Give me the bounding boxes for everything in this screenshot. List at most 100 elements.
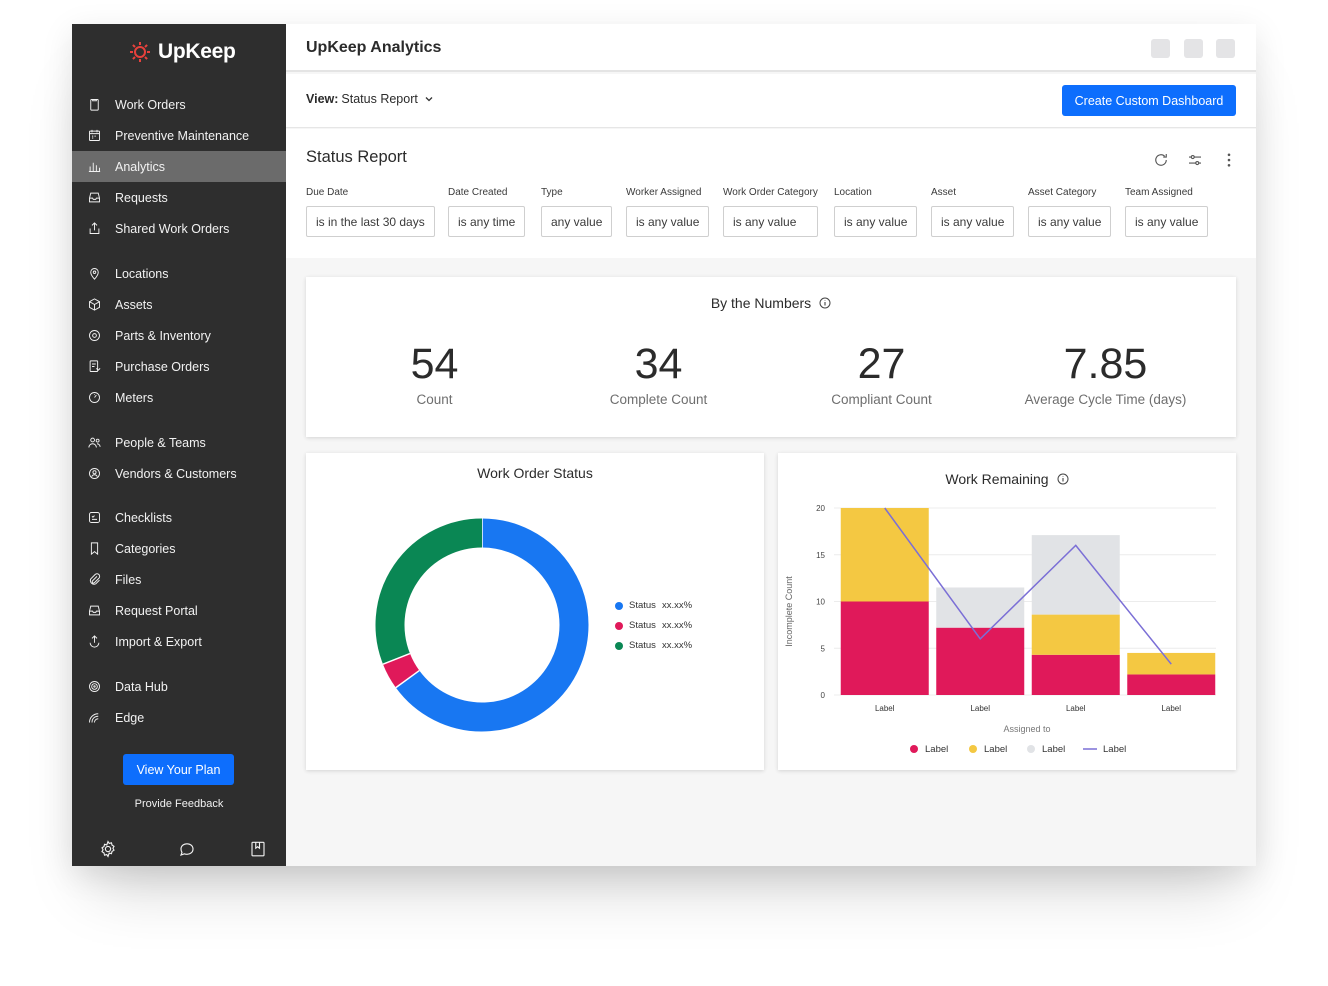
donut-legend-item: Status xx.xx% — [615, 620, 692, 631]
filter-value-dropdown[interactable]: is any time — [448, 206, 526, 237]
bar-segment[interactable] — [840, 601, 929, 696]
sidebar-item-parts-inventory[interactable]: Parts & Inventory — [72, 320, 286, 351]
sidebar-item-categories[interactable]: Categories — [72, 533, 286, 564]
legend-label: Label — [925, 744, 948, 755]
trend-line[interactable] — [884, 507, 1172, 665]
filter-label: Worker Assigned — [626, 187, 702, 198]
filter-value-dropdown[interactable]: is in the last 30 days — [306, 206, 435, 237]
chat-icon[interactable] — [178, 840, 196, 858]
sidebar-item-requests[interactable]: Requests — [72, 182, 286, 213]
provide-feedback-link[interactable]: Provide Feedback — [134, 798, 224, 810]
filter-value-dropdown[interactable]: is any value — [626, 206, 710, 237]
sidebar-item-files[interactable]: Files — [72, 564, 286, 595]
filter-value-dropdown[interactable]: is any value — [834, 206, 918, 237]
view-plan-button[interactable]: View Your Plan — [123, 754, 234, 785]
x-tick-label: Label — [875, 704, 895, 713]
report-filters: Status Report Due Date is in the last 30 … — [286, 129, 1256, 258]
work-order-status-card: Work Order Status Status xx.xx% Status x… — [306, 453, 764, 770]
sidebar-item-data-hub[interactable]: Data Hub — [72, 671, 286, 702]
refresh-icon[interactable] — [1152, 151, 1170, 169]
donut-slice[interactable] — [382, 653, 420, 688]
data-hub-icon — [86, 679, 102, 695]
book-icon[interactable] — [249, 840, 267, 858]
share-icon — [86, 221, 102, 237]
sidebar-item-label: Locations — [115, 266, 169, 281]
numbers-title: By the Numbers — [710, 295, 812, 311]
bar-segment[interactable] — [1031, 654, 1120, 695]
gear-logo-icon — [130, 42, 150, 62]
app-window: UpKeep Work Orders Preventive Maintenance… — [72, 24, 1256, 866]
filter-value-dropdown[interactable]: is any value — [931, 206, 1015, 237]
info-icon[interactable] — [1057, 473, 1069, 485]
sidebar-item-vendors-customers[interactable]: Vendors & Customers — [72, 458, 286, 489]
stat-value: 7.85 — [1063, 340, 1148, 388]
sidebar-item-preventive-maintenance[interactable]: Preventive Maintenance — [72, 120, 286, 151]
sidebar: UpKeep Work Orders Preventive Maintenance… — [72, 24, 286, 866]
window-control-2[interactable] — [1184, 39, 1203, 58]
donut-legend-item: Status xx.xx% — [615, 640, 692, 651]
work-remaining-card: Work Remaining 0 5 10 15 20 Label Label Label La… — [778, 453, 1236, 770]
legend-swatch — [1027, 745, 1035, 753]
portal-icon — [86, 603, 102, 619]
stat-label: Complete Count — [609, 392, 708, 407]
sidebar-item-analytics[interactable]: Analytics — [72, 151, 286, 182]
sidebar-item-assets[interactable]: Assets — [72, 289, 286, 320]
calendar-icon — [86, 128, 102, 144]
sidebar-item-locations[interactable]: Locations — [72, 258, 286, 289]
sidebar-item-request-portal[interactable]: Request Portal — [72, 595, 286, 626]
checklist-icon — [86, 510, 102, 526]
sidebar-item-meters[interactable]: Meters — [72, 382, 286, 413]
sidebar-item-shared-work-orders[interactable]: Shared Work Orders — [72, 213, 286, 244]
import-export-icon — [86, 634, 102, 650]
donut-slice[interactable] — [395, 518, 589, 732]
legend-value: xx.xx% — [661, 600, 693, 611]
info-icon[interactable] — [819, 297, 831, 309]
bar-segment[interactable] — [1031, 614, 1120, 655]
bar-segment[interactable] — [936, 587, 1025, 628]
window-control-1[interactable] — [1151, 39, 1170, 58]
sidebar-item-import-export[interactable]: Import & Export — [72, 626, 286, 657]
sidebar-item-label: Categories — [115, 541, 176, 556]
legend-label: Label — [1103, 744, 1126, 755]
stat-complete-count: 34 Complete Count — [547, 343, 770, 408]
sidebar-item-work-orders[interactable]: Work Orders — [72, 89, 286, 120]
legend-value: xx.xx% — [661, 620, 693, 631]
y-tick-label: 5 — [821, 644, 826, 653]
filter-label: Work Order Category — [723, 187, 818, 198]
top-bar: UpKeep Analytics — [286, 24, 1256, 72]
upkeep-logo[interactable]: UpKeep — [128, 36, 236, 68]
window-control-3[interactable] — [1216, 39, 1235, 58]
filter-value-dropdown[interactable]: is any value — [1125, 206, 1209, 237]
donut-slice[interactable] — [375, 518, 483, 665]
bar-segment[interactable] — [840, 508, 929, 602]
slice-separator — [382, 652, 411, 665]
view-selector[interactable]: View: Status Report — [306, 92, 434, 106]
filter-value-dropdown[interactable]: is any value — [723, 206, 818, 237]
sidebar-item-label: Parts & Inventory — [115, 328, 211, 343]
sidebar-item-checklists[interactable]: Checklists — [72, 502, 286, 533]
filter-label: Location — [834, 187, 872, 198]
filter-value-dropdown[interactable]: any value — [541, 206, 613, 237]
stat-average-cycle-time: 7.85 Average Cycle Time (days) — [994, 340, 1217, 408]
filter-label: Team Assigned — [1125, 187, 1193, 198]
sidebar-item-people-teams[interactable]: People & Teams — [72, 427, 286, 458]
settings-icon[interactable] — [99, 840, 117, 858]
page-title: UpKeep Analytics — [306, 39, 442, 56]
filter-value-dropdown[interactable]: is any value — [1028, 206, 1112, 237]
sidebar-item-label: Assets — [115, 297, 153, 312]
vendor-icon — [86, 466, 102, 482]
bar-segment[interactable] — [1127, 674, 1216, 695]
filter-settings-icon[interactable] — [1186, 151, 1204, 169]
sidebar-item-label: Request Portal — [115, 603, 198, 618]
create-custom-dashboard-button[interactable]: Create Custom Dashboard — [1062, 85, 1236, 116]
more-options-icon[interactable] — [1220, 151, 1238, 169]
sidebar-item-label: Requests — [115, 190, 168, 205]
sidebar-item-label: Checklists — [115, 510, 172, 525]
sidebar-item-edge[interactable]: Edge — [72, 702, 286, 733]
legend-label: Label — [984, 744, 1007, 755]
sidebar-item-purchase-orders[interactable]: Purchase Orders — [72, 351, 286, 382]
filter-label: Type — [541, 187, 563, 198]
x-tick-label: Label — [970, 704, 990, 713]
sidebar-item-label: Vendors & Customers — [115, 466, 237, 481]
legend-swatch — [969, 745, 977, 753]
